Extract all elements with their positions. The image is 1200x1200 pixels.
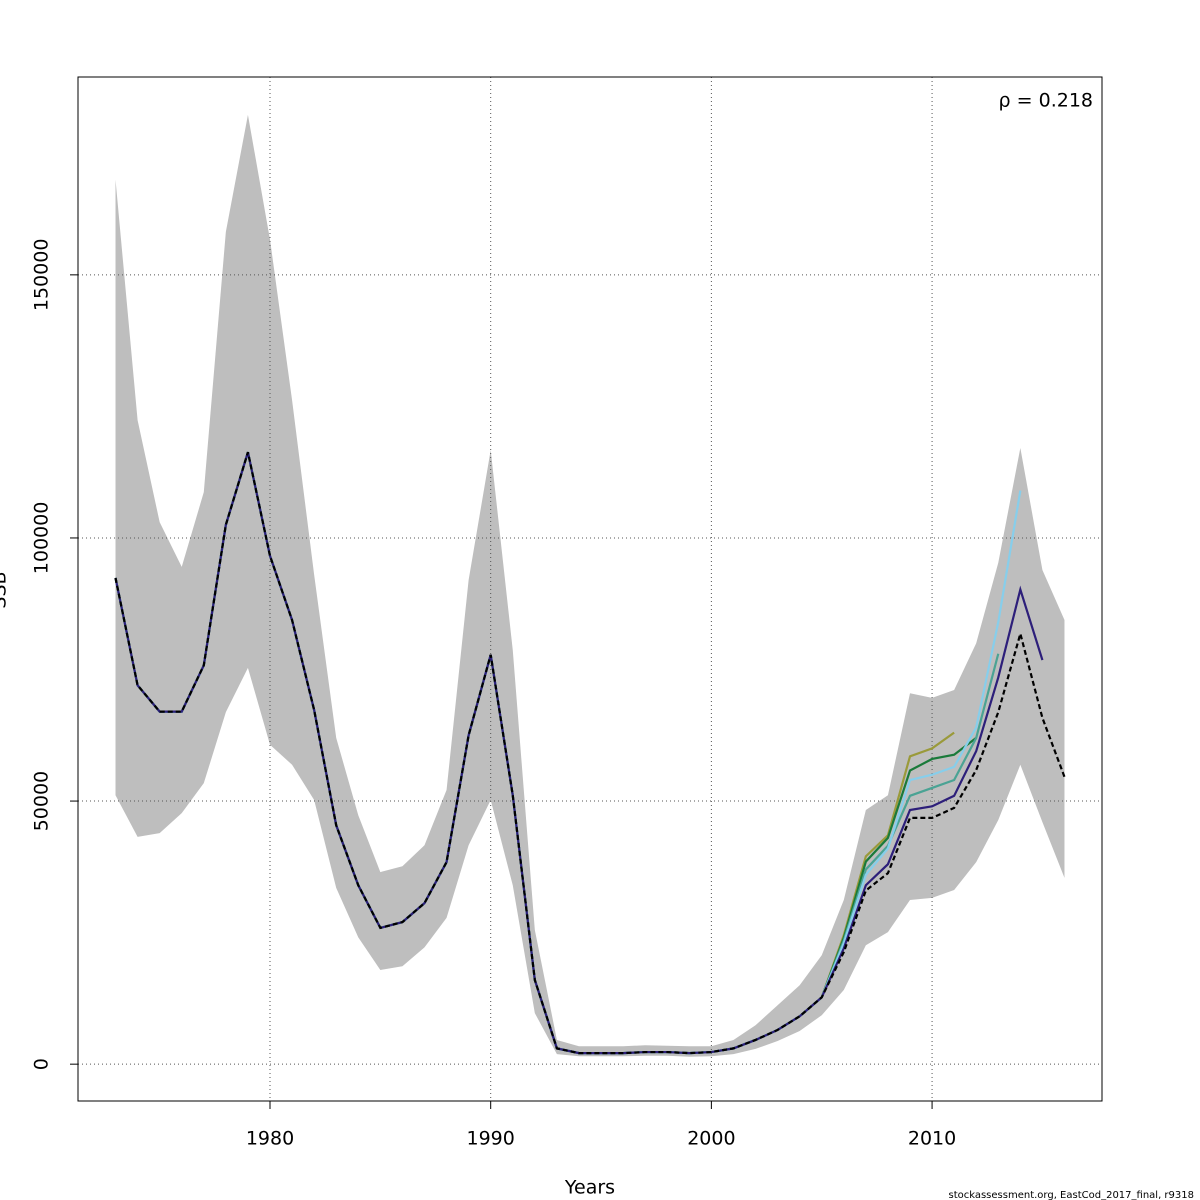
x-axis-label: Years [564, 1177, 615, 1199]
series-line [114, 451, 1066, 1055]
y-axis-label: SSB [0, 571, 11, 608]
y-tick-label: 150000 [31, 239, 53, 312]
x-tick-label: 1990 [467, 1128, 515, 1150]
y-tick-label: 100000 [31, 502, 53, 575]
x-tick-label: 1980 [246, 1128, 294, 1150]
y-tick-label: 50000 [31, 771, 53, 831]
confidence-band [115, 114, 1065, 1057]
plot-frame [77, 76, 1103, 1102]
y-tick-label: 0 [31, 1058, 53, 1070]
footer: stockassessment.org, EastCod_2017_final,… [948, 1190, 1194, 1200]
rho-annotation: ρ = 0.218 [999, 90, 1093, 112]
x-tick-label: 2010 [908, 1128, 956, 1150]
x-tick-label: 2000 [687, 1128, 735, 1150]
